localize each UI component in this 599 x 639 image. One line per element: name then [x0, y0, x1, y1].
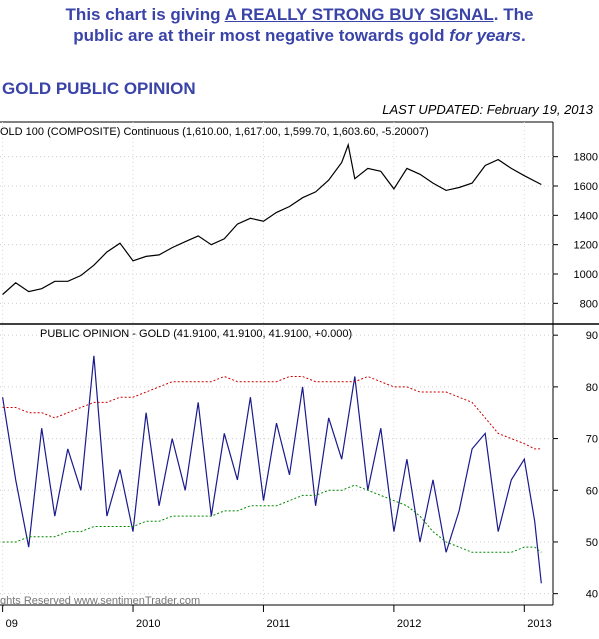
opinion-y-tick-label: 60 [586, 485, 598, 497]
headline-line2-b: for years [449, 26, 522, 45]
price-y-tick-label: 1800 [574, 152, 598, 164]
x-tick-label: 2011 [266, 618, 290, 630]
opinion-y-tick-label: 50 [586, 537, 598, 549]
price-series-line [2, 142, 542, 295]
opinion-series-title: PUBLIC OPINION - GOLD (41.9100, 41.9100,… [40, 328, 352, 340]
x-tick-label: 2012 [397, 618, 421, 630]
price-y-tick-label: 1200 [574, 240, 598, 252]
chart-title: GOLD PUBLIC OPINION [2, 79, 196, 98]
headline: This chart is giving A REALLY STRONG BUY… [0, 4, 599, 46]
x-axis: 09 2010 2011 2012 2013 [2, 122, 552, 630]
price-layer [2, 142, 542, 295]
headline-line2-c: . [521, 26, 526, 45]
x-tick-label: 2013 [527, 618, 551, 630]
price-y-tick-label: 1400 [574, 210, 598, 222]
headline-line-2: public are at their most negative toward… [0, 25, 599, 46]
x-tick-label: 2010 [136, 618, 160, 630]
headline-part-1: This chart is giving [65, 5, 225, 24]
opinion-y-tick-label: 70 [586, 434, 598, 446]
opinion-y-tick-label: 40 [586, 589, 598, 601]
opinion-layer [2, 355, 542, 584]
opinion-series-lower-band [2, 484, 542, 553]
headline-line-1: This chart is giving A REALLY STRONG BUY… [0, 4, 599, 25]
price-y-tick-label: 1000 [574, 269, 598, 281]
chart-frame [0, 121, 599, 606]
opinion-series-opinion [2, 355, 542, 584]
last-updated: LAST UPDATED: February 19, 2013 [382, 102, 593, 117]
copyright-text: ghts Reserved www.sentimenTrader.com [0, 595, 200, 607]
headline-part-3: . The [493, 5, 534, 24]
headline-line2-a: public are at their most negative toward… [73, 26, 450, 45]
price-series-title: OLD 100 (COMPOSITE) Continuous (1,610.00… [0, 126, 429, 138]
opinion-series-upper-band [2, 375, 542, 450]
price-y-tick-label: 800 [580, 298, 598, 310]
price-y-tick-label: 1600 [574, 181, 598, 193]
opinion-y-tick-label: 90 [586, 330, 598, 342]
opinion-y-tick-label: 80 [586, 382, 598, 394]
price-grid: 800 1000 1200 1400 1600 1800 [0, 152, 598, 310]
x-tick-label: 09 [6, 618, 18, 630]
headline-buy-signal: A REALLY STRONG BUY SIGNAL [224, 5, 494, 24]
opinion-grid: 40 50 60 70 80 90 [0, 330, 598, 601]
